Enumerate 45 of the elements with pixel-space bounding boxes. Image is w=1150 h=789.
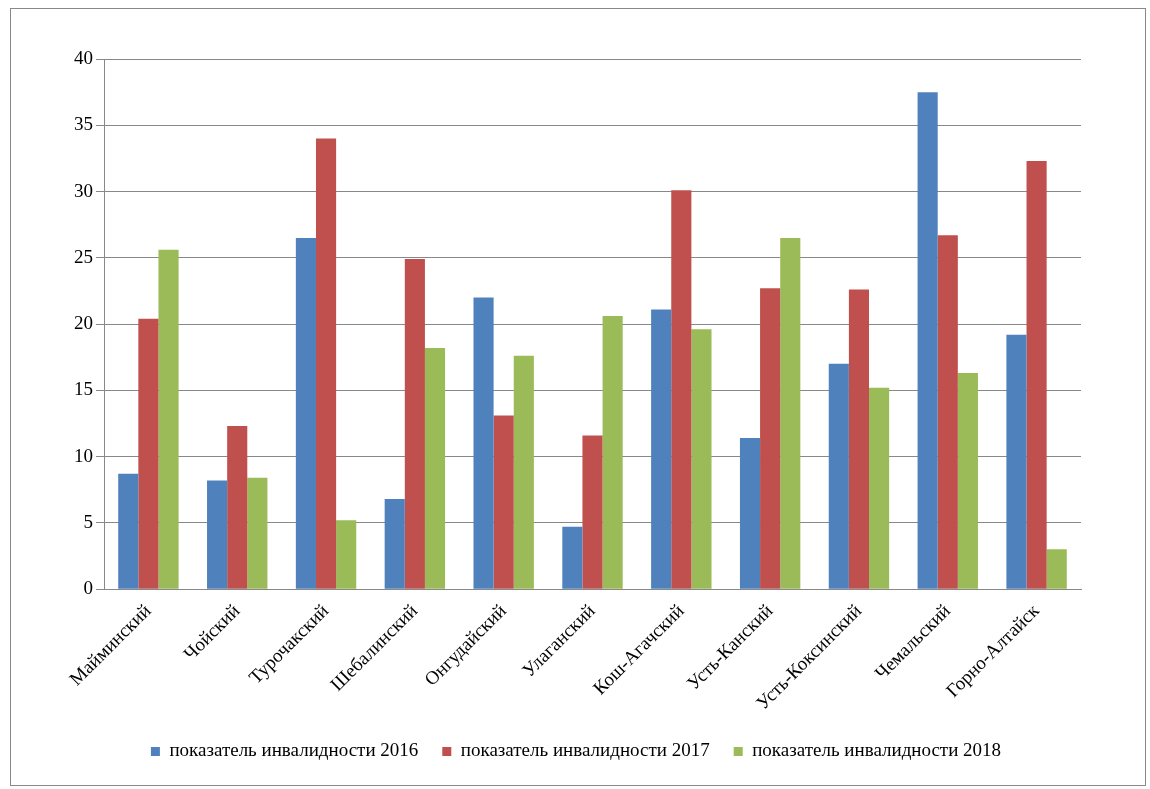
bar [917, 92, 938, 589]
y-tick-label: 15 [74, 378, 93, 400]
bar [957, 373, 978, 589]
bar [336, 520, 357, 589]
bar [384, 499, 405, 589]
legend-label: показатель инвалидности 2016 [169, 739, 419, 761]
y-tick-label: 10 [74, 444, 93, 466]
y-tick-label: 40 [74, 46, 93, 68]
bar [651, 309, 672, 589]
y-tick-label: 25 [74, 245, 93, 267]
bar [828, 363, 849, 589]
y-tick-label: 30 [74, 179, 93, 201]
bar [562, 526, 583, 589]
bar [1026, 161, 1047, 589]
bar [295, 237, 316, 589]
bar [247, 477, 268, 589]
bar [1006, 334, 1027, 589]
bar [602, 316, 623, 589]
bar [158, 249, 179, 589]
bar [404, 259, 425, 589]
bar [869, 387, 890, 589]
y-tick-label: 0 [83, 577, 93, 599]
bar [760, 288, 781, 589]
bar [937, 235, 958, 589]
y-tick-label: 35 [74, 113, 93, 135]
bar [1046, 549, 1067, 589]
bar [780, 237, 801, 589]
bar [118, 473, 139, 589]
bar [493, 415, 514, 589]
y-tick-label: 5 [83, 510, 93, 532]
bar [138, 318, 159, 589]
bar [513, 355, 534, 589]
bar [315, 138, 337, 589]
bar [848, 289, 870, 589]
bar [691, 329, 712, 589]
bar [207, 480, 228, 589]
bar [424, 347, 446, 589]
bar [227, 426, 248, 589]
bar [582, 435, 603, 589]
bar [671, 190, 692, 589]
bar [473, 297, 494, 589]
bar [739, 438, 761, 589]
legend-label: показатель инвалидности 2018 [752, 739, 1002, 761]
y-tick-label: 20 [74, 312, 93, 334]
legend-label: показатель инвалидности 2017 [460, 739, 710, 761]
